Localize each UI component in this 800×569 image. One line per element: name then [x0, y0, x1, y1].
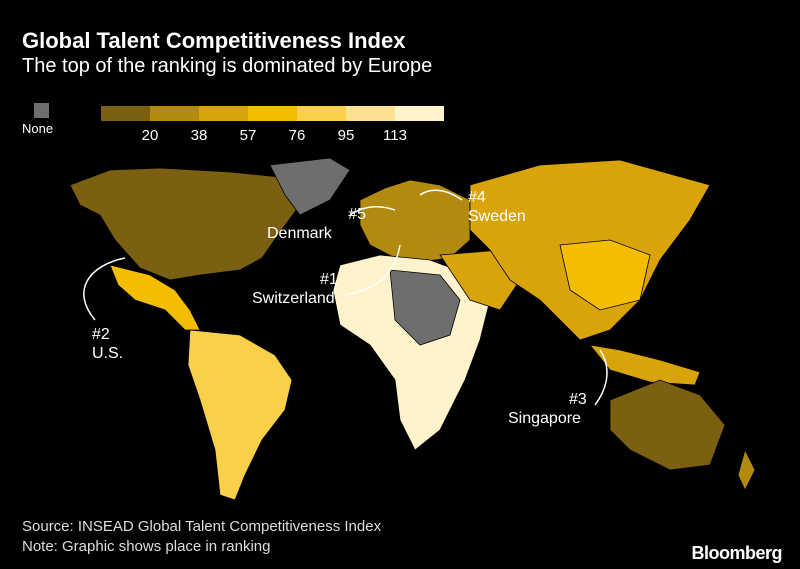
chart-title: Global Talent Competitiveness Index [22, 28, 406, 53]
legend-tick: 20 [141, 127, 159, 144]
legend-swatch [101, 106, 150, 121]
legend-tick: 95 [337, 127, 355, 144]
annotation-singapore-rank: #3 [569, 391, 587, 408]
region-africa-none [389, 269, 461, 346]
legend-swatch [346, 106, 395, 121]
arrow-switzerland [344, 244, 401, 296]
legend-none-label: None [22, 121, 54, 136]
legend-swatch [248, 106, 297, 121]
region-greenland [269, 157, 351, 216]
annotation-denmark: Denmark [267, 225, 332, 242]
region-indonesia [589, 344, 701, 386]
region-china [559, 239, 651, 311]
region-australia [609, 379, 726, 471]
chart-subtitle: The top of the ranking is dominated by E… [22, 55, 433, 77]
annotation-denmark-rank: #5 [348, 206, 366, 223]
region-europe [359, 179, 471, 263]
annotation-singapore: Singapore [508, 410, 581, 427]
region-north-america [69, 167, 301, 281]
region-south-america [187, 329, 293, 501]
arrow-singapore [594, 349, 608, 406]
arrow-us [83, 257, 126, 321]
annotation-switzerland-rank: #1 [320, 271, 338, 288]
source-note: Source: INSEAD Global Talent Competitive… [22, 518, 382, 535]
legend-swatch [297, 106, 346, 121]
legend-tick: 57 [239, 127, 257, 144]
legend-none-swatch [34, 103, 49, 118]
arrow-denmark [349, 205, 396, 216]
annotation-sweden: #4 Sweden [468, 189, 526, 225]
legend-swatch [150, 106, 199, 121]
annotation-us: #2 U.S. [92, 326, 124, 362]
footnote: Note: Graphic shows place in ranking [22, 538, 271, 555]
color-legend [101, 106, 444, 121]
bloomberg-logo: Bloomberg [691, 543, 782, 563]
legend-tick: 113 [383, 127, 407, 144]
annotation-switzerland: Switzerland [252, 290, 335, 307]
region-new-zealand [737, 448, 756, 491]
legend-swatch [395, 106, 444, 121]
legend-tick: 38 [190, 127, 208, 144]
legend-tick: 76 [288, 127, 306, 144]
arrow-sweden [419, 189, 463, 201]
legend-swatch [199, 106, 248, 121]
